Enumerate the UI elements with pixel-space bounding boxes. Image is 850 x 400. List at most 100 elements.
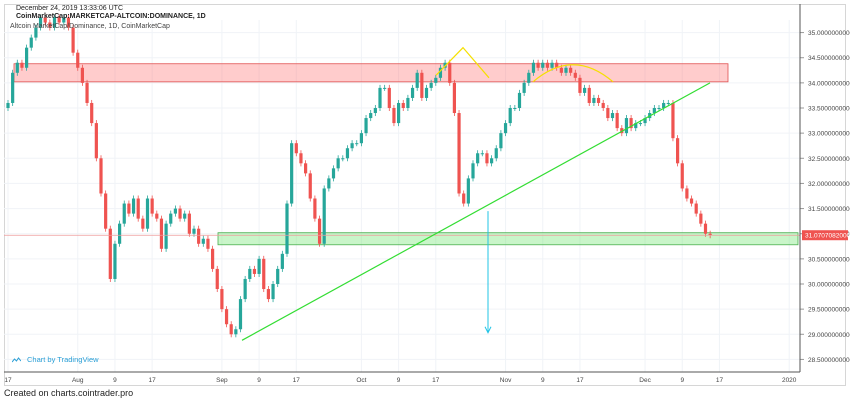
y-tick-label: 32.5000000000: [808, 156, 850, 163]
candle-body: [634, 123, 638, 129]
candle-up: [285, 200, 289, 257]
x-tick-label: Aug: [72, 377, 84, 384]
candle-body: [187, 213, 191, 234]
candle-body: [624, 118, 629, 134]
candle-body: [262, 258, 266, 290]
candle-up: [415, 69, 419, 91]
candle-body: [317, 218, 322, 244]
y-axis: 35.0000000000 34.5000000000 34.0000000000 3…: [799, 4, 850, 372]
candle-down: [206, 235, 210, 252]
y-tick-label: 32.0000000000: [808, 181, 850, 188]
candle-body: [215, 268, 219, 290]
candle-body: [373, 108, 377, 114]
x-tick-label: 9: [113, 377, 117, 384]
x-tick-label: 17: [149, 377, 157, 384]
candle-up: [517, 89, 522, 112]
candle-down: [606, 104, 610, 122]
candle-down: [317, 215, 322, 247]
candle-up: [243, 275, 247, 303]
x-tick-label: Nov: [500, 377, 512, 384]
candle-body: [578, 77, 582, 93]
tradingview-logo-icon: [12, 357, 21, 363]
candle-up: [624, 115, 629, 137]
candle-body: [238, 299, 243, 330]
candle-down: [90, 99, 94, 127]
candle-body: [410, 87, 415, 98]
candle-body: [610, 113, 615, 119]
candle-up: [164, 220, 168, 252]
candle-body: [80, 67, 84, 83]
candle-up: [652, 104, 656, 117]
candle-body: [378, 87, 382, 108]
candle-down: [578, 74, 582, 96]
candle-body: [141, 218, 145, 229]
candle-body: [294, 143, 298, 154]
candle-up: [364, 115, 368, 137]
candle-up: [592, 94, 596, 106]
candle-down: [159, 215, 164, 252]
candle-up: [25, 44, 29, 71]
candle-down: [155, 210, 159, 222]
candle-body: [438, 67, 443, 78]
candle-up: [6, 99, 10, 112]
x-tick-label: 9: [541, 377, 545, 384]
tradingview-branding[interactable]: Chart by TradingView: [12, 355, 99, 364]
candle-body: [57, 17, 61, 23]
candle-down: [108, 225, 112, 282]
candle-down: [671, 99, 675, 142]
grid: [4, 20, 800, 372]
rounded-top-marker: [532, 64, 614, 83]
chart-date: December 24, 2019 13:33:06 UTC: [16, 5, 124, 12]
candle-body: [527, 72, 531, 83]
candle-body: [699, 213, 703, 224]
candle-down: [94, 120, 98, 162]
candle-body: [596, 97, 601, 103]
x-tick-label: 17: [716, 377, 724, 384]
candle-down: [229, 321, 233, 338]
candle-body: [490, 158, 494, 164]
candle-down: [178, 205, 182, 222]
candle-down: [313, 195, 317, 222]
candle-up: [471, 160, 475, 182]
x-tick-label: 17: [432, 377, 440, 384]
candle-up: [397, 99, 401, 127]
candle-body: [550, 62, 554, 68]
candle-body: [25, 47, 29, 68]
candle-body: [150, 198, 154, 214]
candle-body: [38, 17, 43, 28]
candle-body: [369, 113, 373, 119]
candle-body: [99, 158, 103, 194]
candle-body: [94, 123, 98, 159]
x-tick-label: 17: [293, 377, 301, 384]
candle-body: [308, 173, 312, 199]
candle-up: [336, 155, 340, 172]
candle-body: [155, 213, 159, 219]
candle-body: [331, 168, 336, 179]
candle-up: [118, 220, 122, 247]
candle-down: [48, 19, 52, 31]
candle-up: [476, 150, 480, 167]
candle-body: [290, 143, 294, 204]
candle-up: [634, 120, 638, 132]
candle-body: [643, 118, 647, 124]
x-axis: 17 Aug 9 17 Sep 9 17 Oct 9 17 Nov 9 17 Dec 9 17 2020: [4, 371, 800, 384]
candle-down: [703, 220, 708, 237]
candle-body: [11, 72, 15, 103]
candle-up: [238, 296, 243, 333]
candle-body: [541, 62, 545, 68]
candle-body: [136, 198, 140, 219]
candle-body: [299, 153, 303, 164]
candle-body: [224, 309, 229, 325]
candle-up: [378, 84, 382, 112]
candle-body: [159, 218, 164, 249]
candle-up: [373, 104, 377, 117]
candle-up: [38, 14, 43, 31]
y-tick-label: 30.0000000000: [808, 282, 850, 289]
candle-body: [118, 223, 122, 244]
candle-body: [252, 268, 257, 274]
candle-body: [192, 228, 196, 234]
candle-body: [108, 228, 112, 279]
candle-up: [643, 115, 647, 127]
overlays: [4, 46, 800, 341]
